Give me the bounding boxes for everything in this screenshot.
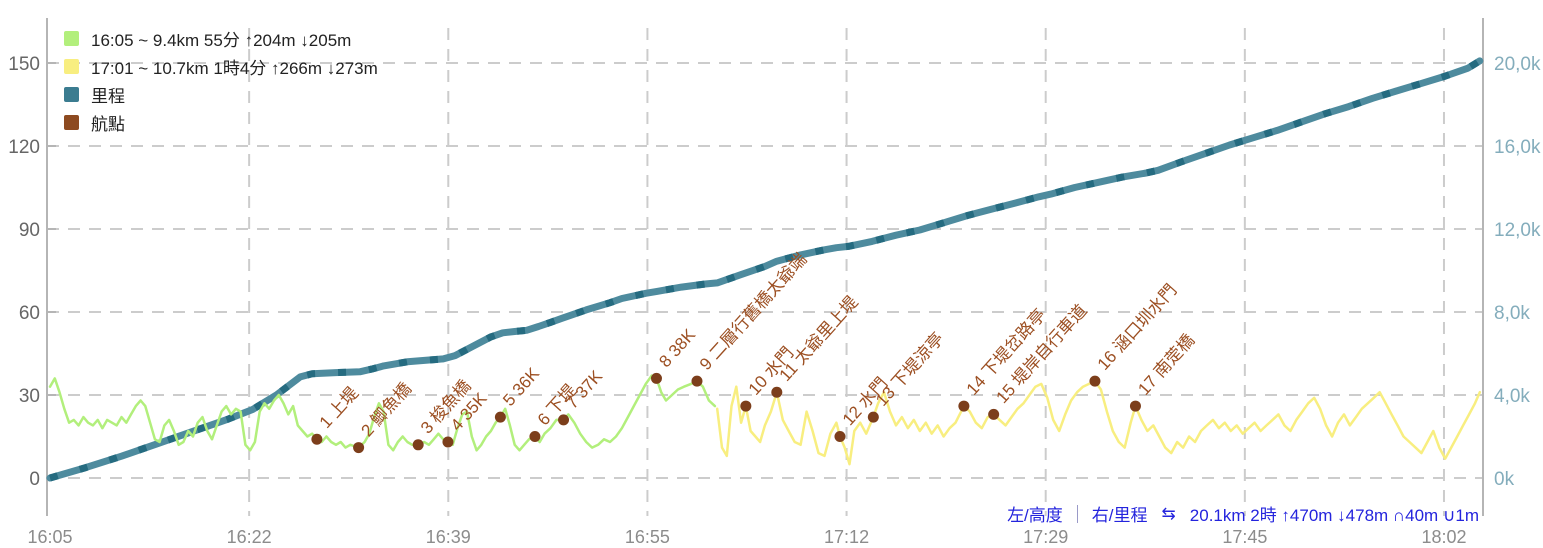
legend-item-track2[interactable]: 17:01 ~ 10.7km 1時4分 ↑266m ↓273m: [64, 56, 378, 78]
chart-legend: 16:05 ~ 9.4km 55分 ↑204m ↓205m 17:01 ~ 10…: [64, 28, 378, 134]
right-axis-tick-label: 12,0k: [1494, 220, 1541, 241]
status-divider: [1076, 504, 1078, 523]
x-axis-tick-label: 16:22: [227, 527, 272, 547]
legend-swatch-track2: [64, 59, 79, 74]
x-axis-tick-label: 16:55: [625, 527, 670, 547]
waypoint-label: 5 36K: [499, 364, 543, 410]
waypoint-label: 11 太爺里上堤: [776, 292, 862, 385]
waypoint-dot: [867, 411, 879, 423]
right-axis-tick-label: 8,0k: [1494, 303, 1530, 324]
waypoint-label: 1 上堤: [316, 383, 362, 432]
elevation-line-track1: [48, 374, 717, 452]
waypoint-label: 8 38K: [655, 325, 699, 371]
waypoint-dot: [1089, 375, 1101, 387]
trip-summary: 20.1km 2時 ↑470m ↓478m ∩40m ∪1m: [1189, 506, 1479, 525]
waypoint-dot: [442, 436, 454, 448]
right-axis-tick-label: 0k: [1494, 469, 1515, 490]
waypoint-dot: [353, 442, 365, 454]
waypoint-dot: [834, 431, 846, 442]
legend-label-waypoints: 航點: [91, 115, 125, 134]
legend-item-waypoints[interactable]: 航點: [64, 112, 378, 134]
legend-item-track1[interactable]: 16:05 ~ 9.4km 55分 ↑204m ↓205m: [64, 28, 378, 50]
x-axis-tick-label: 16:39: [426, 527, 471, 547]
left-axis-tick-label: 30: [19, 386, 40, 407]
x-axis-tick-label: 18:02: [1421, 527, 1466, 547]
waypoint-dot: [691, 375, 703, 387]
left-axis-tick-label: 60: [19, 303, 40, 324]
waypoint-dot: [771, 386, 783, 398]
waypoint-dot: [529, 431, 541, 442]
legend-label-distance: 里程: [91, 87, 125, 106]
waypoint-dot: [558, 414, 570, 426]
right-axis-toggle[interactable]: 右/里程: [1091, 506, 1148, 525]
waypoint-dot: [958, 400, 970, 412]
legend-swatch-waypoints: [64, 115, 79, 130]
swap-arrows-icon: ⇆: [1161, 503, 1176, 523]
waypoint-label: 17 南萣橋: [1134, 331, 1198, 399]
left-axis-tick-label: 120: [8, 137, 40, 158]
waypoint-dot: [494, 411, 506, 423]
waypoint-dot: [1129, 400, 1141, 412]
waypoint-dot: [988, 408, 1000, 420]
x-axis-tick-label: 16:05: [27, 527, 72, 547]
legend-label-track2: 17:01 ~ 10.7km 1時4分 ↑266m ↓273m: [91, 59, 378, 78]
left-axis-tick-label: 150: [8, 54, 40, 75]
right-axis-tick-label: 20,0k: [1494, 54, 1541, 75]
waypoint-label: 13 下堤涼亭: [872, 329, 947, 410]
legend-swatch-distance: [64, 87, 79, 102]
legend-swatch-track1: [64, 31, 79, 46]
x-axis-tick-label: 17:12: [824, 527, 869, 547]
status-bar: 左/高度 右/里程 ⇆ 20.1km 2時 ↑470m ↓478m ∩40m ∪…: [1007, 501, 1479, 526]
elevation-line-track2: [715, 379, 1482, 466]
left-axis-tick-label: 90: [19, 220, 40, 241]
legend-label-track1: 16:05 ~ 9.4km 55分 ↑204m ↓205m: [91, 31, 352, 50]
x-axis-tick-label: 17:29: [1023, 527, 1068, 547]
waypoint-dot: [412, 439, 424, 451]
waypoint-dot: [650, 372, 662, 384]
x-axis-tick-label: 17:45: [1222, 527, 1267, 547]
legend-item-distance[interactable]: 里程: [64, 84, 378, 106]
waypoint-dot: [740, 400, 752, 412]
left-axis-toggle[interactable]: 左/高度: [1007, 506, 1063, 525]
left-axis-tick-label: 0: [29, 469, 40, 490]
right-axis-tick-label: 4,0k: [1494, 386, 1530, 407]
right-axis-tick-label: 16,0k: [1494, 137, 1541, 158]
waypoint-dot: [311, 433, 323, 445]
distance-line: [46, 57, 1484, 482]
